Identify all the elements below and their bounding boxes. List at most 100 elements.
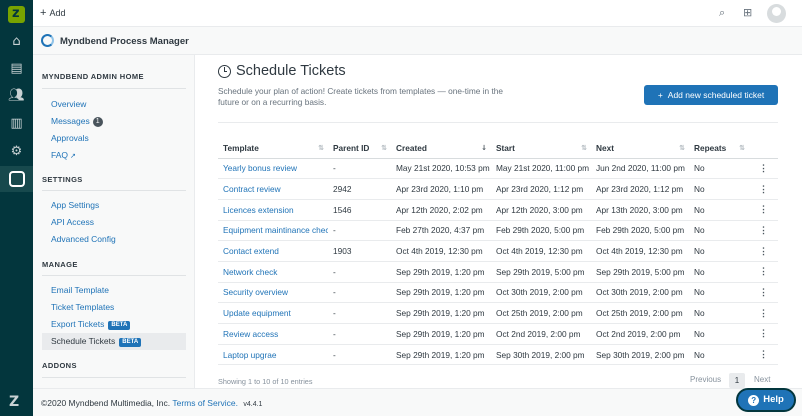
table-cell-created: Sep 29th 2019, 1:20 pm [391,282,491,304]
template-link[interactable]: Contact extend [218,240,328,262]
row-menu-icon[interactable]: ⋮ [749,158,778,180]
table-row: Update equipment - Sep 29th 2019, 1:20 pm O… [218,302,778,324]
row-menu-icon[interactable]: ⋮ [749,282,778,304]
zendesk-logo[interactable] [8,6,25,23]
table-cell-repeats: No [689,199,749,221]
template-link[interactable]: Review access [218,323,328,345]
column-header-template[interactable]: Template ⇅ [218,139,328,159]
table-cell-created: Sep 29th 2019, 1:20 pm [391,344,491,366]
table-cell-next: Oct 25th 2019, 2:00 pm [591,302,689,324]
row-menu-icon[interactable]: ⋮ [749,240,778,262]
pager-previous[interactable]: Previous [690,375,722,384]
row-menu-icon[interactable]: ⋮ [749,344,778,366]
pager-page-1[interactable]: 1 [729,373,745,388]
sidebar-item-approvals[interactable]: Approvals [51,133,89,143]
myndbend-logo-icon [41,34,54,47]
sidebar-item-app-settings[interactable]: App Settings [51,200,100,210]
table-cell-created: Sep 29th 2019, 1:20 pm [391,323,491,345]
sidebar-item-faq[interactable]: FAQ ↗ [51,150,76,160]
customers-icon[interactable]: 👥︎ [8,87,25,103]
template-link[interactable]: Laptop upgrae [218,344,328,366]
sidebar-divider [42,88,186,89]
app-icon[interactable] [0,166,33,192]
avatar[interactable] [767,4,786,23]
column-header-repeats[interactable]: Repeats ⇅ [689,139,749,159]
table-cell-start: Oct 30th 2019, 2:00 pm [491,282,591,304]
table-row: Contact extend 1903 Oct 4th 2019, 12:30 pm… [218,240,778,262]
external-link-icon: ↗ [70,152,76,160]
terms-of-service-link[interactable]: Terms of Service. [172,398,238,408]
page-title: Schedule Tickets [218,63,346,79]
row-menu-icon[interactable]: ⋮ [749,323,778,345]
search-icon[interactable]: ⌕ [719,6,726,19]
template-link[interactable]: Update equipment [218,302,328,324]
template-link[interactable]: Licences extension [218,199,328,221]
apps-grid-icon[interactable]: ⊞ [743,6,753,19]
home-icon[interactable]: ⌂ [12,33,21,49]
entries-info: Showing 1 to 10 of 10 entries [218,377,313,386]
table-cell-next: Oct 30th 2019, 2:00 pm [591,282,689,304]
table-cell-parent-id: 1546 [328,199,391,221]
template-link[interactable]: Network check [218,261,328,283]
sort-desc-icon: ↓ [481,144,487,152]
sort-icon: ⇅ [581,144,587,152]
column-header-start[interactable]: Start ⇅ [491,139,591,159]
table-cell-start: Sep 29th 2019, 5:00 pm [491,261,591,283]
row-menu-icon[interactable]: ⋮ [749,220,778,242]
row-menu-icon[interactable]: ⋮ [749,302,778,324]
table-row: Laptop upgrae - Sep 29th 2019, 1:20 pm Sep … [218,344,778,366]
sidebar-item-messages[interactable]: Messages 1 [42,113,186,130]
template-link[interactable]: Contract review [218,178,328,200]
column-header-parent-id[interactable]: Parent ID ⇅ [328,139,391,159]
sidebar-section-manage: MANAGE [42,260,78,269]
table-cell-repeats: No [689,240,749,262]
sort-icon: ⇅ [318,144,324,152]
table-cell-parent-id: - [328,323,391,345]
add-scheduled-ticket-button[interactable]: + Add new scheduled ticket [644,85,778,105]
table-cell-start: Apr 12th 2020, 3:00 pm [491,199,591,221]
views-icon[interactable]: ▤ [10,60,23,76]
footer-text: ©2020 Myndbend Multimedia, Inc. Terms of… [41,398,263,408]
column-header-next[interactable]: Next ⇅ [591,139,689,159]
sidebar-item-overview[interactable]: Overview [51,99,87,109]
pager-next[interactable]: Next [754,375,771,384]
table-cell-next: Oct 2nd 2019, 2:00 pm [591,323,689,345]
messages-count-badge: 1 [92,117,103,127]
row-menu-icon[interactable]: ⋮ [749,261,778,283]
table-cell-created: Sep 29th 2019, 1:20 pm [391,302,491,324]
table-row: Network check - Sep 29th 2019, 1:20 pm Sep … [218,261,778,283]
plus-icon: + [657,90,663,100]
sort-icon: ⇅ [739,144,745,152]
main-content: Schedule Tickets Schedule your plan of a… [196,55,802,388]
table-body: Yearly bonus review - May 21st 2020, 10:53… [218,158,778,366]
table-cell-start: Oct 2nd 2019, 2:00 pm [491,323,591,345]
table-cell-parent-id: - [328,282,391,304]
sidebar-item-export-tickets[interactable]: Export Tickets BETA [42,316,186,333]
sidebar-item-email-template[interactable]: Email Template [51,285,109,295]
z-brand-icon: Z [9,394,20,410]
template-link[interactable]: Equipment maintinance check [218,220,328,242]
admin-gear-icon[interactable]: ⚙ [10,143,23,159]
reporting-icon[interactable]: ▥ [10,115,23,131]
table-cell-repeats: No [689,220,749,242]
header-divider [218,122,778,123]
table-row: Equipment maintinance check - Feb 27th 202… [218,220,778,242]
sidebar-item-schedule-tickets[interactable]: Schedule Tickets BETA [42,333,186,350]
table-cell-parent-id: - [328,220,391,242]
sidebar-item-advanced-config[interactable]: Advanced Config [51,234,116,244]
sidebar-item-ticket-templates[interactable]: Ticket Templates [51,302,115,312]
column-header-created[interactable]: Created ↓ [391,139,491,159]
help-question-icon: ? [748,395,760,406]
table-cell-repeats: No [689,302,749,324]
sidebar-item-api-access[interactable]: API Access [51,217,94,227]
row-menu-icon[interactable]: ⋮ [749,199,778,221]
sidebar-section-admin-home: MYNDBEND ADMIN HOME [42,72,144,81]
template-link[interactable]: Security overview [218,282,328,304]
table-cell-created: May 21st 2020, 10:53 pm [391,158,491,180]
template-link[interactable]: Yearly bonus review [218,158,328,180]
help-button[interactable]: ? Help [736,388,796,412]
sidebar-divider [42,275,186,276]
table-cell-next: Sep 29th 2019, 5:00 pm [591,261,689,283]
add-button[interactable]: + Add [40,7,66,19]
row-menu-icon[interactable]: ⋮ [749,178,778,200]
